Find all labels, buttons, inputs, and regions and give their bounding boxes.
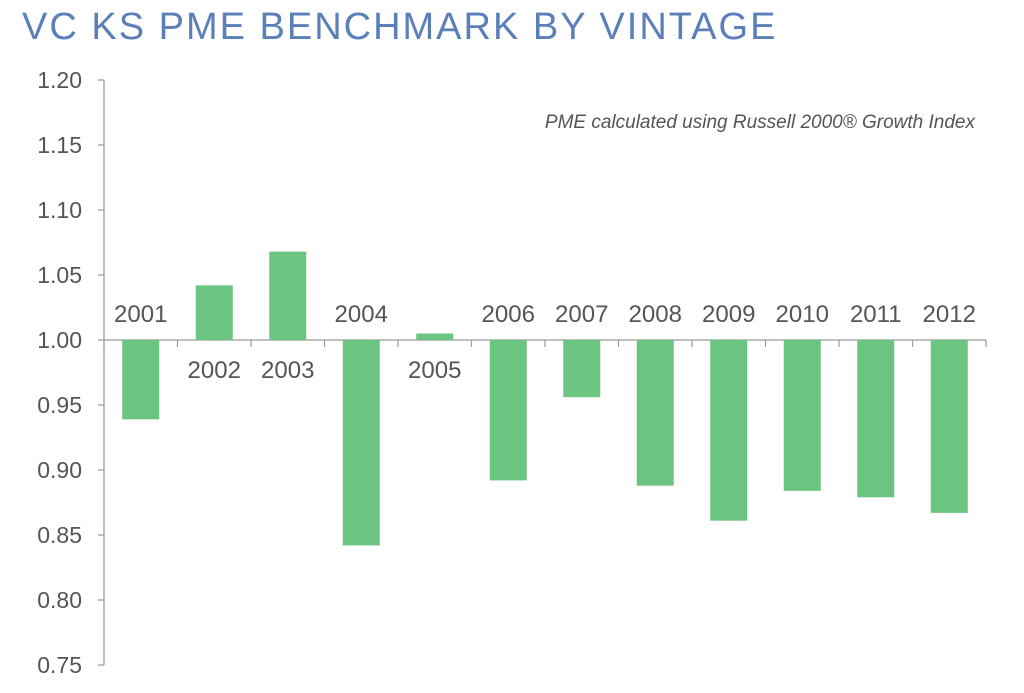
label-layer: 2001 2002 2003 2004 2005 2006 2007 2008 2009 2010… — [114, 301, 976, 384]
chart-annotation: PME calculated using Russell 2000® Growt… — [545, 112, 977, 133]
category-label: 2010 — [776, 301, 829, 328]
bar-2004 — [342, 340, 380, 546]
category-label: 2009 — [702, 301, 755, 328]
bar-2003 — [269, 251, 307, 340]
category-label: 2002 — [188, 357, 241, 384]
y-tick-label: 0.85 — [37, 522, 82, 548]
y-tick-label: 1.15 — [37, 132, 82, 158]
bar-2005 — [416, 333, 454, 340]
bar-2012 — [930, 340, 968, 513]
category-label: 2011 — [850, 301, 902, 328]
category-label: 2008 — [629, 301, 682, 328]
y-tick-label: 0.75 — [37, 652, 82, 678]
category-label: 2004 — [335, 301, 388, 328]
y-tick-label: 1.10 — [37, 197, 82, 223]
y-tick-label: 1.00 — [37, 327, 82, 353]
y-tick-label: 1.05 — [37, 262, 82, 288]
category-label: 2001 — [114, 301, 167, 328]
y-tick-label: 0.95 — [37, 392, 82, 418]
bar-2009 — [710, 340, 748, 521]
bar-2001 — [122, 340, 160, 420]
category-label: 2003 — [261, 357, 314, 384]
category-label: 2005 — [408, 357, 461, 384]
bar-2008 — [636, 340, 674, 486]
y-tick-label: 0.90 — [37, 457, 82, 483]
chart-title: VC KS PME BENCHMARK BY VINTAGE — [22, 6, 778, 48]
bar-2002 — [195, 285, 233, 340]
axis-layer: 0.75 0.80 0.85 0.90 0.95 1.00 1.05 1.10 1.15 1.20 — [37, 67, 987, 678]
category-label: 2007 — [555, 301, 608, 328]
y-tick-label: 1.20 — [37, 67, 82, 93]
y-tick-label: 0.80 — [37, 587, 82, 613]
bar-2007 — [563, 340, 601, 398]
bar-2010 — [783, 340, 821, 491]
category-label: 2012 — [923, 301, 976, 328]
bar-2006 — [489, 340, 527, 481]
bar-2011 — [857, 340, 895, 498]
category-label: 2006 — [482, 301, 535, 328]
bar-layer — [122, 251, 968, 546]
